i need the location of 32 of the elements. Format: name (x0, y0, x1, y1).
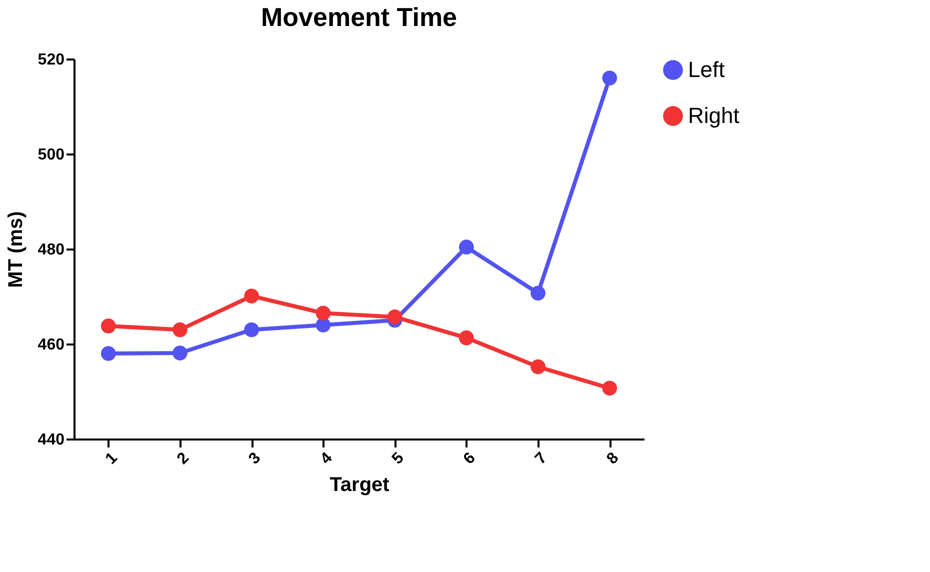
y-axis-title: MT (ms) (4, 211, 27, 288)
point (458, 240, 474, 254)
x-tick-label: 8 (604, 449, 622, 468)
y-tick-label: 520 (38, 52, 65, 68)
point (244, 322, 260, 338)
point (316, 306, 331, 321)
point (602, 70, 618, 86)
y-tick-label: 480 (38, 242, 65, 258)
x-tick-label: 3 (246, 449, 264, 468)
point (172, 346, 188, 360)
x-tick-label: 7 (532, 449, 551, 468)
x-tick-label: 6 (460, 449, 479, 468)
point (100, 346, 116, 361)
legend-label: Right (688, 103, 740, 128)
x-tick-label: 5 (389, 449, 408, 468)
point (387, 310, 402, 324)
point (244, 288, 260, 304)
y-tick-label: 500 (38, 146, 65, 164)
point (100, 318, 116, 334)
x-tick-label: 1 (102, 449, 121, 468)
y-tick-label: 440 (38, 432, 65, 448)
point (530, 286, 546, 301)
point (530, 359, 546, 374)
x-tick-label: 2 (174, 449, 193, 468)
point (458, 330, 474, 346)
chart-title: Movement Time (260, 2, 458, 32)
x-tick-label: 4 (317, 449, 336, 468)
x-axis-title: Target (330, 474, 390, 496)
legend-label: Left (688, 57, 725, 82)
point (602, 380, 618, 396)
point (172, 322, 188, 338)
y-tick-label: 460 (38, 336, 65, 354)
